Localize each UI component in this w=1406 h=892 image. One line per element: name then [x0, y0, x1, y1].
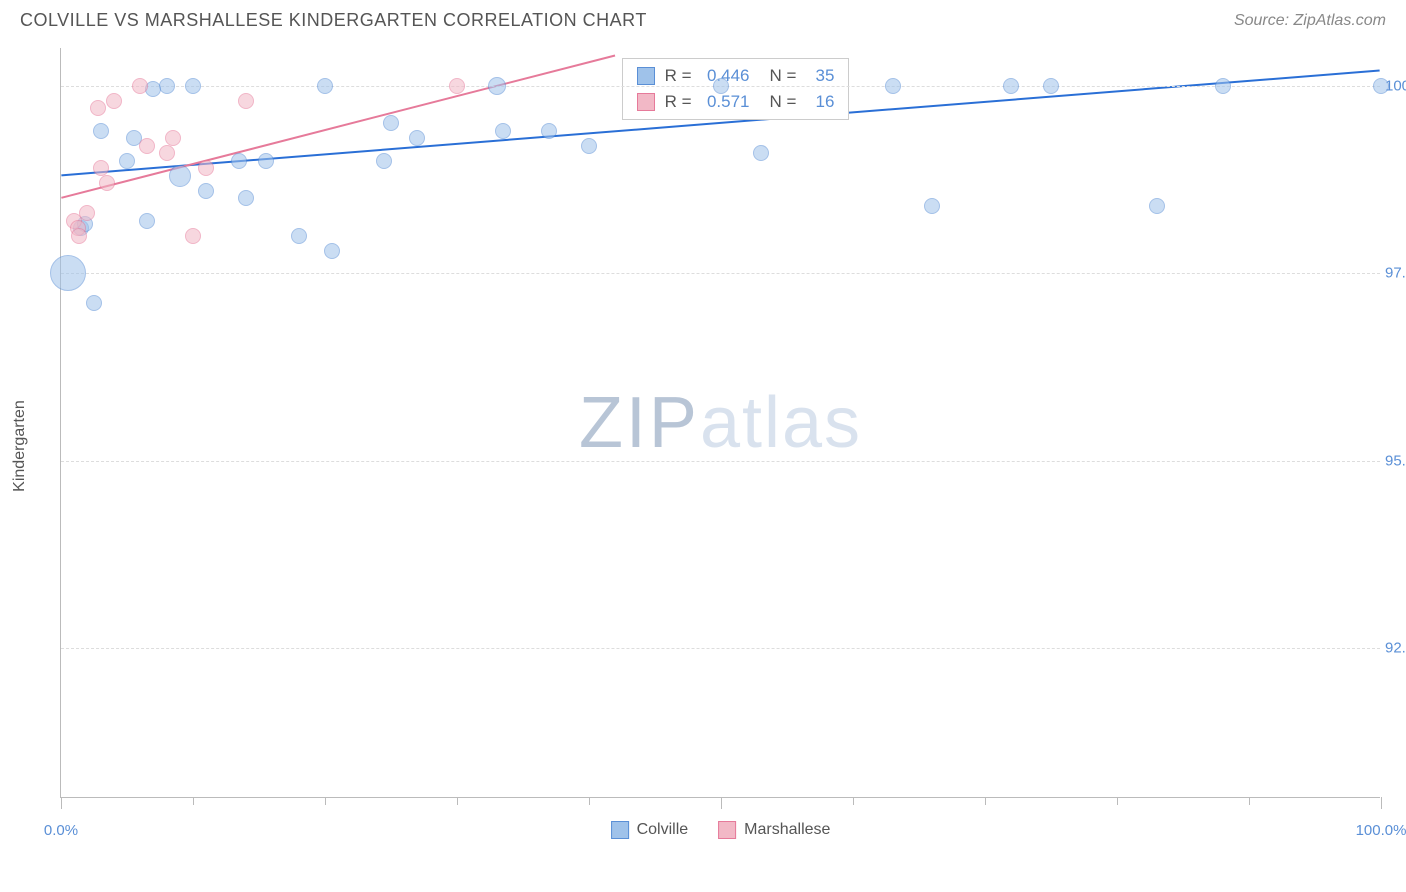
xtick — [589, 797, 590, 805]
scatter-point — [713, 78, 729, 94]
stats-swatch — [637, 93, 655, 111]
watermark-atlas: atlas — [700, 383, 862, 463]
scatter-point — [449, 78, 465, 94]
xtick-label: 0.0% — [44, 822, 78, 839]
ytick-label: 92.5% — [1385, 640, 1406, 657]
xtick — [853, 797, 854, 805]
stats-n-label: N = — [770, 66, 797, 86]
gridline — [61, 461, 1380, 462]
stats-swatch — [637, 67, 655, 85]
ytick-label: 97.5% — [1385, 265, 1406, 282]
chart-plot-area: ZIPatlas R =0.446N =35R =0.571N =16 Colv… — [60, 48, 1380, 798]
scatter-point — [1373, 78, 1389, 94]
legend-item: Colville — [611, 821, 689, 839]
xtick-label: 100.0% — [1356, 822, 1406, 839]
scatter-point — [317, 78, 333, 94]
xtick — [1117, 797, 1118, 805]
scatter-point — [106, 93, 122, 109]
stats-row: R = 0.571 N = 16 — [623, 89, 849, 115]
scatter-point — [1215, 78, 1231, 94]
xtick — [325, 797, 326, 805]
scatter-point — [165, 130, 181, 146]
scatter-point — [376, 153, 392, 169]
ytick-label: 95.0% — [1385, 452, 1406, 469]
scatter-point — [581, 138, 597, 154]
scatter-point — [198, 183, 214, 199]
scatter-point — [231, 153, 247, 169]
scatter-point — [198, 160, 214, 176]
scatter-point — [99, 175, 115, 191]
xtick — [1249, 797, 1250, 805]
y-axis-label: Kindergarten — [11, 400, 29, 492]
legend-label: Colville — [637, 821, 689, 839]
stats-r-value: 0.571 — [702, 92, 750, 112]
scatter-point — [93, 123, 109, 139]
scatter-point — [1003, 78, 1019, 94]
scatter-point — [409, 130, 425, 146]
scatter-point — [291, 228, 307, 244]
scatter-point — [488, 77, 506, 95]
scatter-point — [139, 213, 155, 229]
scatter-point — [185, 78, 201, 94]
stats-box: R =0.446N =35R =0.571N =16 — [622, 58, 850, 120]
xtick — [721, 797, 722, 809]
watermark: ZIPatlas — [579, 382, 862, 464]
scatter-point — [1149, 198, 1165, 214]
legend-label: Marshallese — [744, 821, 830, 839]
trendline — [61, 55, 615, 197]
scatter-point — [50, 255, 86, 291]
scatter-point — [324, 243, 340, 259]
xtick — [61, 797, 62, 809]
scatter-point — [753, 145, 769, 161]
stats-r-label: R = — [665, 66, 692, 86]
legend: Colville Marshallese — [611, 821, 831, 839]
scatter-point — [139, 138, 155, 154]
stats-n-value: 16 — [806, 92, 834, 112]
xtick — [457, 797, 458, 805]
scatter-point — [71, 228, 87, 244]
gridline — [61, 648, 1380, 649]
scatter-point — [541, 123, 557, 139]
legend-swatch — [718, 821, 736, 839]
scatter-point — [169, 165, 191, 187]
scatter-point — [258, 153, 274, 169]
chart-source: Source: ZipAtlas.com — [1234, 12, 1386, 30]
stats-n-value: 35 — [806, 66, 834, 86]
scatter-point — [1043, 78, 1059, 94]
scatter-point — [383, 115, 399, 131]
watermark-zip: ZIP — [579, 383, 700, 463]
scatter-point — [238, 190, 254, 206]
scatter-point — [86, 295, 102, 311]
xtick — [985, 797, 986, 805]
gridline — [61, 273, 1380, 274]
scatter-point — [885, 78, 901, 94]
chart-title: COLVILLE VS MARSHALLESE KINDERGARTEN COR… — [20, 10, 647, 31]
chart-header: COLVILLE VS MARSHALLESE KINDERGARTEN COR… — [0, 0, 1406, 37]
scatter-point — [159, 145, 175, 161]
xtick — [1381, 797, 1382, 809]
scatter-point — [79, 205, 95, 221]
scatter-point — [119, 153, 135, 169]
scatter-point — [132, 78, 148, 94]
scatter-point — [90, 100, 106, 116]
legend-item: Marshallese — [718, 821, 830, 839]
scatter-point — [93, 160, 109, 176]
scatter-point — [924, 198, 940, 214]
scatter-point — [238, 93, 254, 109]
scatter-point — [495, 123, 511, 139]
scatter-point — [185, 228, 201, 244]
xtick — [193, 797, 194, 805]
stats-n-label: N = — [770, 92, 797, 112]
legend-swatch — [611, 821, 629, 839]
stats-r-label: R = — [665, 92, 692, 112]
